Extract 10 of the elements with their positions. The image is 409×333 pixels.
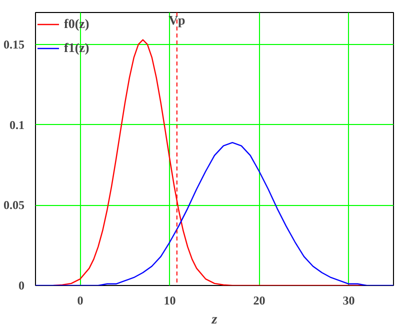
y-tick-label: 0.15 bbox=[4, 38, 24, 52]
x-tick-label: 0 bbox=[77, 294, 84, 308]
x-axis-title: z bbox=[210, 312, 218, 328]
y-tick-label: 0.05 bbox=[4, 198, 24, 212]
x-tick-label: 10 bbox=[164, 294, 176, 308]
x-tick-label: 20 bbox=[253, 294, 266, 308]
y-tick-label: 0 bbox=[18, 278, 24, 292]
y-tick-label: 0.1 bbox=[10, 118, 24, 132]
x-tick-label: 30 bbox=[342, 294, 355, 308]
line-series bbox=[36, 142, 394, 286]
